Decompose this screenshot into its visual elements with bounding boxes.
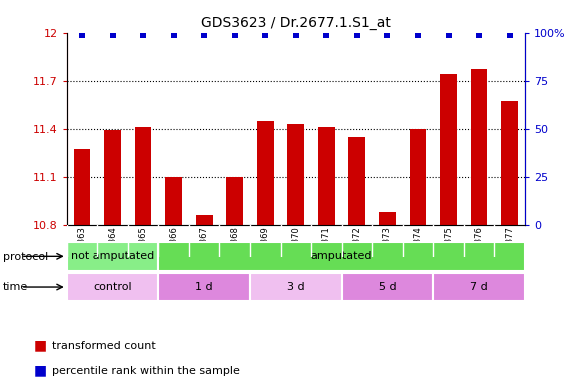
Bar	[379, 212, 396, 225]
Bar	[288, 124, 304, 225]
Point	[505, 31, 514, 38]
Text: 3 d: 3 d	[287, 282, 305, 292]
Bar	[433, 273, 525, 301]
Point	[200, 31, 209, 38]
Text: ■: ■	[34, 364, 47, 377]
Text: protocol: protocol	[3, 252, 48, 262]
Bar	[318, 127, 335, 225]
Bar	[104, 130, 121, 225]
Point	[260, 31, 270, 38]
Text: amputated: amputated	[311, 251, 372, 262]
Text: not amputated: not amputated	[71, 251, 154, 262]
Bar	[349, 137, 365, 225]
Text: 7 d: 7 d	[470, 282, 488, 292]
Bar	[158, 273, 250, 301]
Point	[291, 31, 300, 38]
Bar	[257, 121, 274, 225]
Text: transformed count: transformed count	[52, 341, 156, 351]
Point	[139, 31, 148, 38]
Bar	[250, 273, 342, 301]
Bar	[471, 70, 487, 225]
Point	[414, 31, 423, 38]
Bar	[135, 127, 151, 225]
Bar	[165, 177, 182, 225]
Text: control: control	[93, 282, 132, 292]
Text: 1 d: 1 d	[195, 282, 213, 292]
Bar	[74, 149, 90, 225]
Text: time: time	[3, 282, 28, 292]
Bar	[409, 129, 426, 225]
Bar	[158, 242, 525, 271]
Point	[474, 31, 484, 38]
Point	[77, 31, 86, 38]
Point	[230, 31, 240, 38]
Bar	[501, 101, 518, 225]
Bar	[440, 74, 457, 225]
Bar	[67, 242, 158, 271]
Point	[108, 31, 117, 38]
Point	[352, 31, 361, 38]
Text: 5 d: 5 d	[379, 282, 396, 292]
Point	[444, 31, 453, 38]
Bar	[67, 273, 158, 301]
Text: ■: ■	[34, 339, 47, 353]
Bar	[226, 177, 243, 225]
Bar	[196, 215, 212, 225]
Bar	[342, 273, 433, 301]
Title: GDS3623 / Dr.2677.1.S1_at: GDS3623 / Dr.2677.1.S1_at	[201, 16, 391, 30]
Text: percentile rank within the sample: percentile rank within the sample	[52, 366, 240, 376]
Point	[169, 31, 178, 38]
Point	[322, 31, 331, 38]
Point	[383, 31, 392, 38]
